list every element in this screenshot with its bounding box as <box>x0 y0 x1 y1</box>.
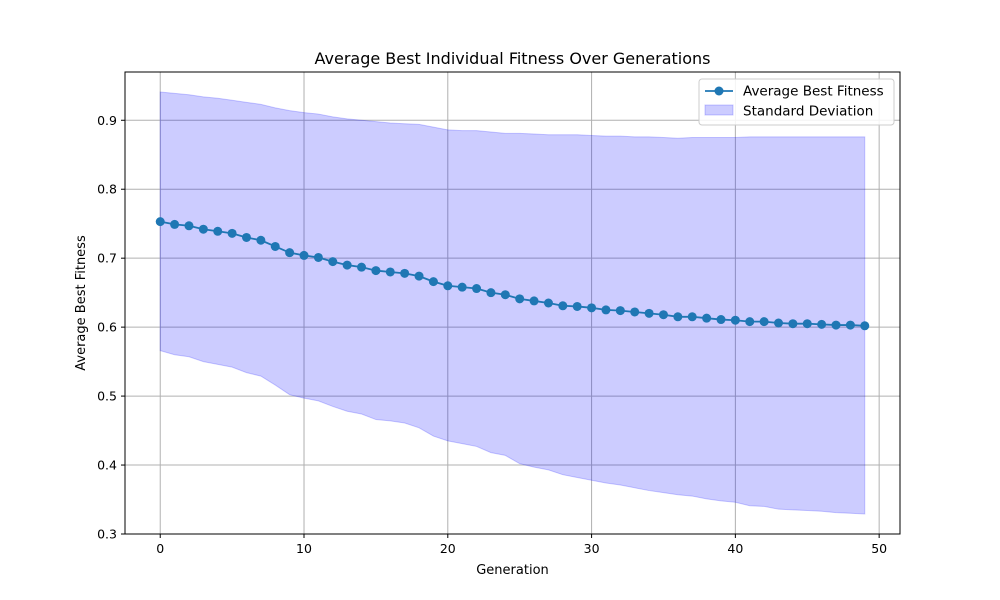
y-tick-label: 0.4 <box>97 458 117 473</box>
std-dev-band-layer <box>159 91 866 515</box>
std-dev-band <box>159 91 866 515</box>
data-point <box>328 257 338 267</box>
data-point <box>256 235 266 245</box>
data-point <box>759 317 769 327</box>
data-point <box>500 290 510 300</box>
data-point <box>227 228 237 238</box>
data-point <box>615 306 625 316</box>
x-tick-label: 50 <box>871 541 887 556</box>
x-axis-label: Generation <box>476 563 549 578</box>
data-point <box>601 305 611 315</box>
data-point <box>845 320 855 330</box>
fitness-line-layer <box>155 217 870 331</box>
data-point <box>529 296 539 306</box>
data-point <box>788 319 798 329</box>
data-point <box>213 226 223 236</box>
data-point <box>745 317 755 327</box>
data-point <box>443 281 453 291</box>
data-point <box>716 315 726 325</box>
legend-label-std: Standard Deviation <box>743 104 873 120</box>
data-point <box>472 284 482 294</box>
data-point <box>385 267 395 277</box>
chart-title: Average Best Individual Fitness Over Gen… <box>315 49 711 68</box>
y-tick-label: 0.5 <box>97 389 117 404</box>
x-tick-label: 0 <box>156 541 164 556</box>
data-point <box>673 312 683 322</box>
data-point <box>371 266 381 276</box>
x-tick-label: 20 <box>440 541 456 556</box>
data-point <box>285 248 295 258</box>
data-point <box>270 241 280 251</box>
data-point <box>687 312 697 322</box>
plot-frame <box>124 71 901 535</box>
data-point <box>658 310 668 320</box>
data-point <box>831 320 841 330</box>
x-axis-ticks: 0 10 20 30 40 50 <box>156 534 887 556</box>
data-point <box>802 319 812 329</box>
x-tick-label: 30 <box>584 541 600 556</box>
y-tick-label: 0.8 <box>97 182 117 197</box>
data-point <box>730 315 740 325</box>
x-tick-label: 10 <box>296 541 312 556</box>
legend-band-swatch <box>704 104 734 116</box>
x-tick-label: 40 <box>727 541 743 556</box>
y-tick-label: 0.7 <box>97 251 117 266</box>
data-point <box>184 221 194 231</box>
data-point <box>428 277 438 287</box>
data-point <box>543 298 553 308</box>
data-point <box>702 313 712 323</box>
data-point <box>630 307 640 317</box>
data-point <box>170 219 180 229</box>
data-point <box>198 224 208 234</box>
y-tick-label: 0.6 <box>97 320 117 335</box>
y-axis-label: Average Best Fitness <box>74 235 89 371</box>
data-point <box>515 294 525 304</box>
data-point <box>644 308 654 318</box>
data-point <box>860 321 870 331</box>
data-point <box>342 260 352 270</box>
data-point <box>572 301 582 311</box>
data-point <box>817 319 827 329</box>
data-point <box>242 232 251 242</box>
data-point <box>357 262 367 272</box>
y-tick-label: 0.9 <box>97 113 117 128</box>
legend: Average Best Fitness Standard Deviation <box>698 78 895 126</box>
legend-marker-swatch <box>714 86 724 96</box>
y-axis-ticks: 0.3 0.4 0.5 0.6 0.7 0.8 0.9 <box>97 113 125 542</box>
y-tick-label: 0.3 <box>97 527 117 542</box>
data-point <box>414 271 424 281</box>
data-point <box>457 282 467 292</box>
legend-box <box>698 78 895 126</box>
data-point <box>299 250 309 260</box>
data-point <box>155 217 165 227</box>
data-point <box>587 303 597 313</box>
data-point <box>400 268 410 278</box>
data-point <box>313 252 323 262</box>
legend-label-average: Average Best Fitness <box>743 84 884 100</box>
data-point <box>558 301 568 311</box>
data-point <box>774 318 783 328</box>
data-point <box>486 288 496 298</box>
